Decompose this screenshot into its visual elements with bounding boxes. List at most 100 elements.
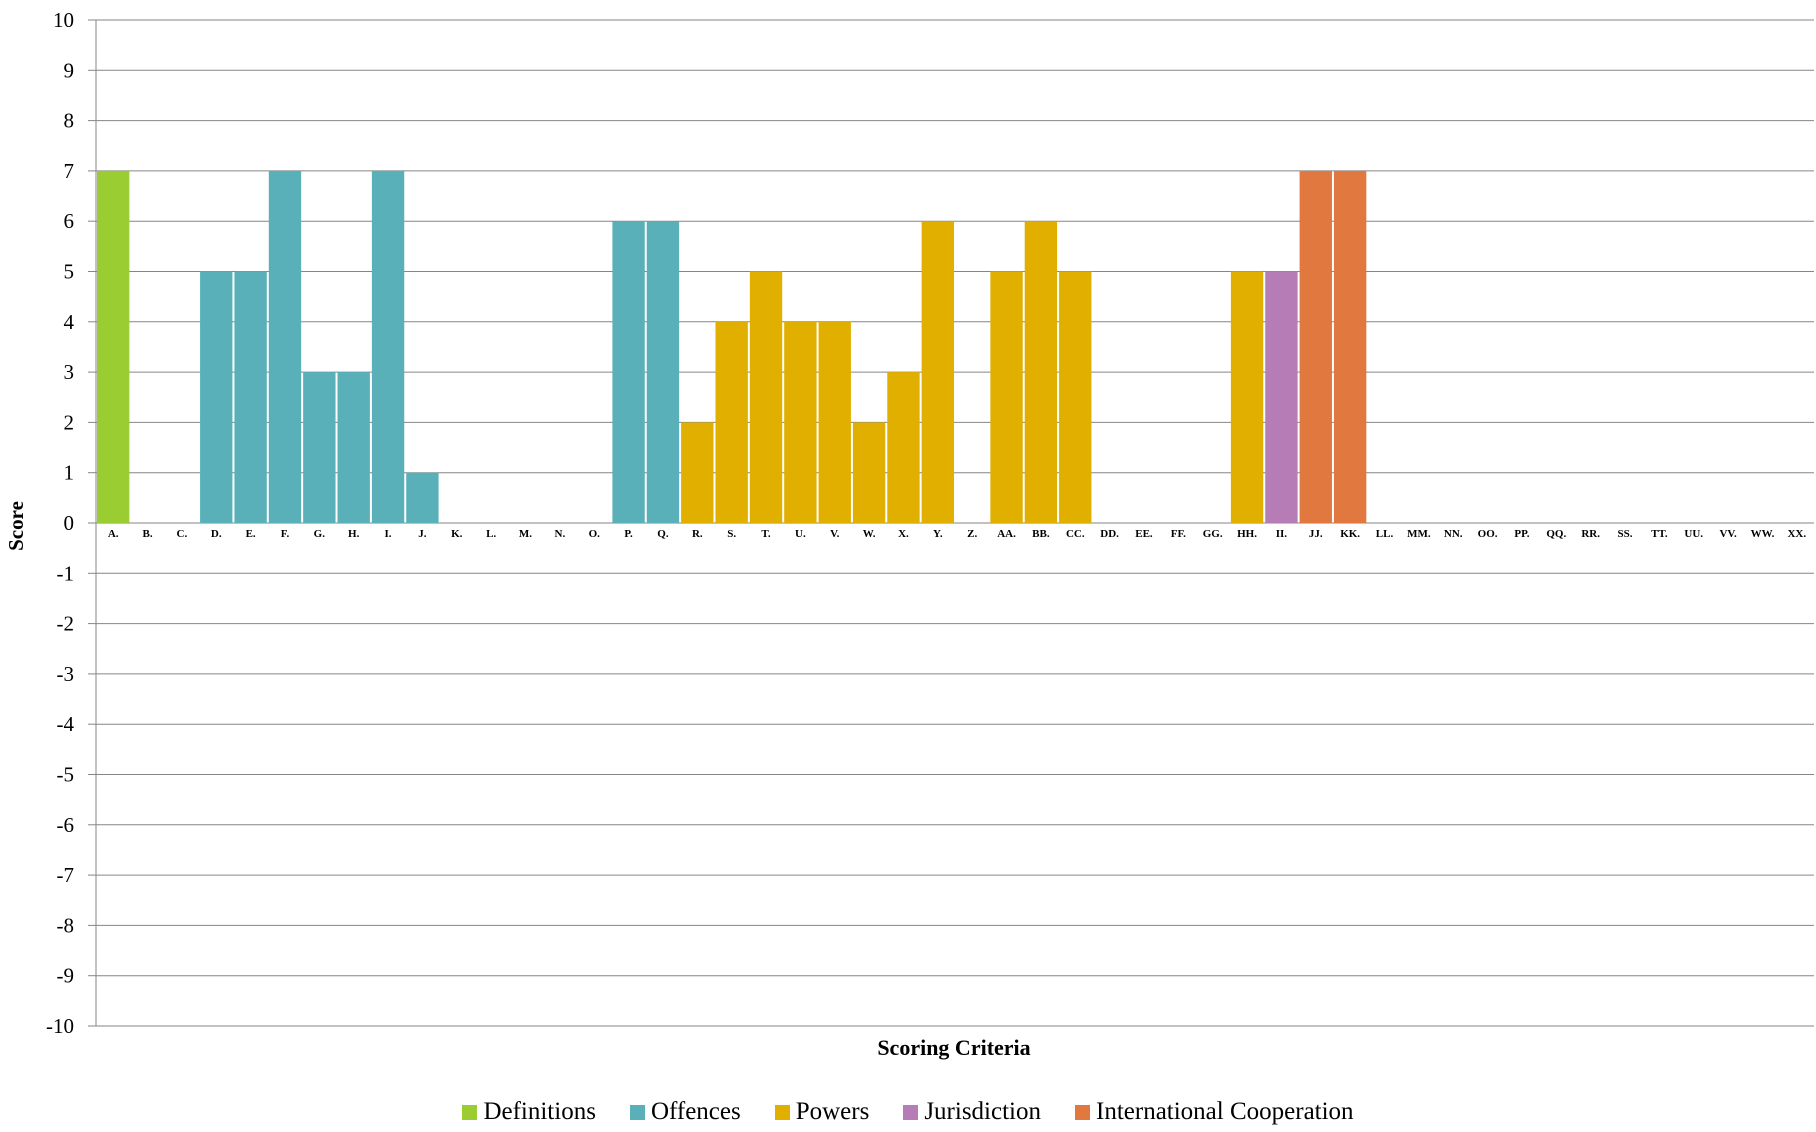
legend-item: Offences bbox=[629, 1098, 741, 1126]
x-tick-label: R. bbox=[692, 528, 703, 540]
x-tick-label: G. bbox=[314, 528, 326, 540]
x-tick-label: E. bbox=[246, 528, 256, 540]
x-tick-label: GG. bbox=[1203, 528, 1223, 540]
y-tick-label: -10 bbox=[46, 1014, 74, 1038]
bar-r bbox=[681, 422, 714, 523]
legend-swatch bbox=[1075, 1104, 1090, 1120]
y-tick-label: 10 bbox=[53, 8, 74, 32]
x-tick-label: S. bbox=[727, 528, 736, 540]
bar-s bbox=[715, 321, 748, 523]
x-tick-label: NN. bbox=[1444, 528, 1463, 540]
legend-swatch bbox=[774, 1104, 790, 1120]
bar-x bbox=[887, 372, 920, 523]
bar-u bbox=[784, 321, 817, 523]
x-tick-label: VV. bbox=[1719, 528, 1736, 540]
x-tick-label: TT. bbox=[1651, 528, 1668, 540]
y-tick-label: 4 bbox=[64, 310, 75, 334]
y-tick-label: -2 bbox=[57, 612, 75, 636]
y-tick-label: 3 bbox=[64, 360, 75, 384]
x-tick-label: Y. bbox=[933, 528, 943, 540]
bar-w bbox=[852, 422, 886, 523]
x-tick-label: W. bbox=[863, 528, 876, 540]
legend-label: Jurisdiction bbox=[924, 1098, 1041, 1125]
x-tick-label: JJ. bbox=[1309, 528, 1323, 540]
bar-a bbox=[97, 170, 130, 523]
x-tick-label: QQ. bbox=[1546, 528, 1566, 540]
legend-item: Powers bbox=[774, 1098, 869, 1126]
legend-swatch bbox=[903, 1104, 919, 1120]
bar-ii bbox=[1265, 271, 1298, 523]
x-tick-label: HH. bbox=[1237, 528, 1257, 540]
bar-d bbox=[200, 271, 233, 523]
x-tick-label: UU. bbox=[1684, 528, 1703, 540]
x-tick-label: XX. bbox=[1787, 528, 1806, 540]
x-tick-label: H. bbox=[348, 528, 360, 540]
x-tick-label: BB. bbox=[1032, 528, 1050, 540]
x-tick-label: P. bbox=[624, 528, 633, 540]
legend-label: Definitions bbox=[483, 1098, 596, 1125]
y-tick-label: -5 bbox=[57, 763, 75, 787]
bar-jj bbox=[1299, 170, 1332, 523]
x-tick-label: V. bbox=[830, 528, 840, 540]
x-tick-label: KK. bbox=[1340, 528, 1360, 540]
y-tick-label: 7 bbox=[64, 159, 75, 183]
x-tick-label: CC. bbox=[1066, 528, 1085, 540]
y-tick-label: -1 bbox=[57, 561, 75, 585]
x-tick-label: J. bbox=[418, 528, 427, 540]
x-tick-labels: A. B. C. D. E. F. G. H. I. J. K. L. M. N. O. P. Q. R. S. T.… bbox=[108, 528, 1807, 540]
axes bbox=[88, 19, 97, 1027]
x-tick-label: A. bbox=[108, 528, 119, 540]
x-tick-label: FF. bbox=[1171, 528, 1186, 540]
x-axis-title: Scoring Criteria bbox=[877, 1035, 1030, 1060]
x-tick-label: RR. bbox=[1581, 528, 1600, 540]
x-tick-label: PP. bbox=[1514, 528, 1529, 540]
y-tick-label: 8 bbox=[64, 109, 75, 133]
y-tick-label: -6 bbox=[57, 813, 75, 837]
legend-swatch bbox=[462, 1104, 478, 1120]
legend-item: International Cooperation bbox=[1075, 1098, 1354, 1126]
x-tick-label: U. bbox=[795, 528, 806, 540]
y-tick-label: -4 bbox=[57, 712, 75, 736]
y-tick-label: 0 bbox=[64, 511, 75, 535]
bars bbox=[97, 170, 1367, 523]
x-tick-label: T. bbox=[761, 528, 771, 540]
x-tick-label: Z. bbox=[967, 528, 977, 540]
x-tick-label: M. bbox=[519, 528, 532, 540]
bar-g bbox=[303, 372, 336, 523]
x-tick-label: O. bbox=[589, 528, 601, 540]
bar-cc bbox=[1059, 271, 1092, 523]
legend-swatch bbox=[629, 1104, 645, 1120]
x-tick-label: C. bbox=[177, 528, 188, 540]
y-tick-label: -3 bbox=[57, 662, 75, 686]
y-tick-label: 1 bbox=[64, 461, 75, 485]
bar-y bbox=[921, 221, 954, 523]
x-tick-label: MM. bbox=[1407, 528, 1431, 540]
x-tick-label: I. bbox=[385, 528, 392, 540]
bar-v bbox=[818, 321, 851, 523]
legend: Definitions Offences Powers Jurisdiction Int… bbox=[0, 1098, 1816, 1126]
bar-f bbox=[268, 170, 302, 523]
x-tick-label: EE. bbox=[1135, 528, 1153, 540]
bar-q bbox=[646, 221, 680, 523]
x-tick-label: X. bbox=[898, 528, 909, 540]
x-tick-label: L. bbox=[486, 528, 496, 540]
y-tick-label: -9 bbox=[57, 964, 75, 988]
bar-j bbox=[406, 472, 439, 523]
x-tick-label: F. bbox=[281, 528, 290, 540]
bar-p bbox=[612, 221, 645, 523]
bar-aa bbox=[990, 271, 1023, 523]
bar-bb bbox=[1024, 221, 1058, 523]
y-tick-label: 5 bbox=[64, 260, 75, 284]
x-tick-label: SS. bbox=[1618, 528, 1633, 540]
legend-label: International Cooperation bbox=[1096, 1098, 1354, 1125]
x-tick-label: B. bbox=[142, 528, 152, 540]
bar-h bbox=[337, 372, 370, 523]
legend-item: Definitions bbox=[462, 1098, 596, 1126]
x-tick-label: AA. bbox=[997, 528, 1016, 540]
x-tick-label: WW. bbox=[1751, 528, 1775, 540]
bar-hh bbox=[1230, 271, 1264, 523]
x-tick-label: Q. bbox=[657, 528, 669, 540]
y-tick-label: 6 bbox=[64, 209, 75, 233]
x-tick-label: OO. bbox=[1478, 528, 1498, 540]
